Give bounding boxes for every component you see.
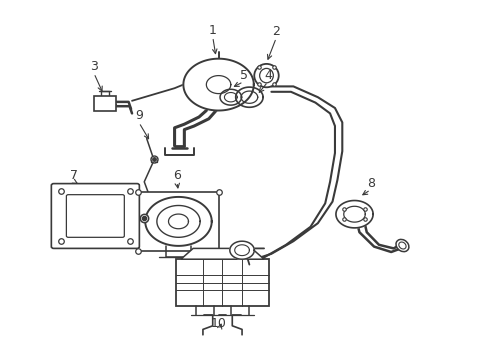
Polygon shape [183,59,253,111]
Ellipse shape [259,68,273,83]
Text: 3: 3 [90,60,98,73]
Ellipse shape [254,64,278,87]
Polygon shape [220,89,241,105]
Text: 1: 1 [208,24,216,37]
Text: 10: 10 [211,317,226,330]
FancyBboxPatch shape [66,195,124,237]
Polygon shape [343,206,365,222]
Text: 9: 9 [135,109,142,122]
Polygon shape [138,192,218,251]
Polygon shape [168,214,188,229]
Text: 2: 2 [272,25,280,38]
Polygon shape [176,259,268,306]
Text: 4: 4 [264,69,271,82]
Polygon shape [145,197,211,246]
Ellipse shape [398,242,405,249]
Text: 7: 7 [70,169,78,182]
Text: 6: 6 [173,169,181,182]
Text: 8: 8 [366,177,374,190]
FancyBboxPatch shape [51,184,139,248]
Polygon shape [206,76,230,94]
Ellipse shape [395,239,408,252]
Polygon shape [335,201,372,228]
Polygon shape [181,248,264,259]
Polygon shape [94,96,116,111]
Polygon shape [235,87,263,107]
Text: 5: 5 [239,69,247,82]
Polygon shape [229,241,254,259]
